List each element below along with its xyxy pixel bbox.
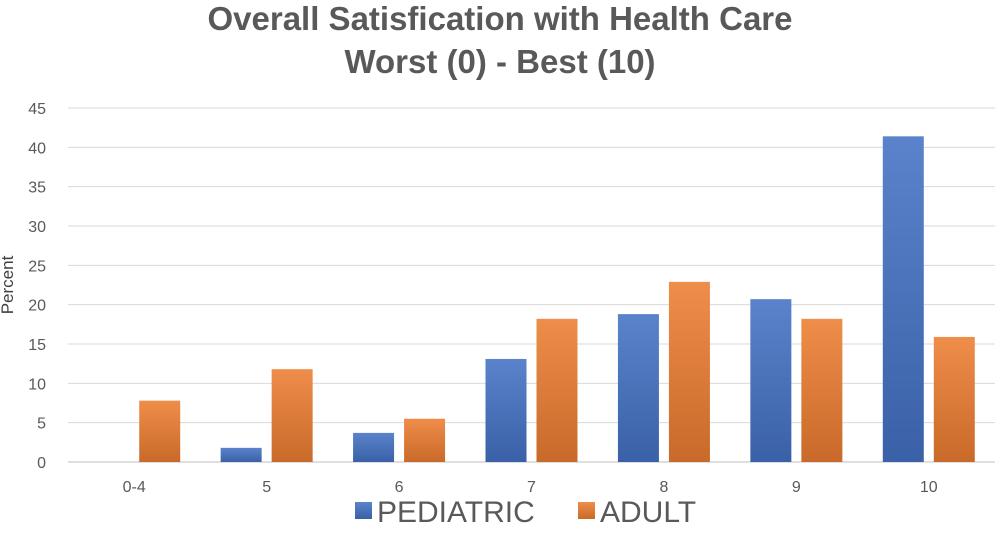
y-axis-label: Percent <box>0 255 17 314</box>
bar-adult-5 <box>271 369 313 462</box>
legend-label-pediatric: PEDIATRIC <box>377 496 535 529</box>
y-tick-label: 10 <box>28 376 46 393</box>
bar-pediatric-10 <box>882 136 924 462</box>
legend: PEDIATRIC ADULT <box>355 496 696 529</box>
y-tick-label: 20 <box>28 298 46 315</box>
legend-swatch-pediatric <box>355 502 372 519</box>
x-tick-label: 8 <box>659 479 668 496</box>
bars <box>139 136 975 462</box>
legend-label-adult: ADULT <box>600 496 696 529</box>
bar-adult-0-4 <box>139 400 181 462</box>
chart-title: Overall Satisfication with Health Care <box>207 0 792 37</box>
bar-pediatric-8 <box>617 314 659 462</box>
x-tick-label: 5 <box>262 479 271 496</box>
y-tick-label: 0 <box>37 455 46 472</box>
y-tick-label: 25 <box>28 258 46 275</box>
y-tick-label: 35 <box>28 180 46 197</box>
gridlines <box>68 107 995 463</box>
bar-adult-8 <box>668 281 710 462</box>
bar-adult-6 <box>404 418 446 462</box>
y-tick-labels: 0 5 10 15 20 25 30 35 40 45 <box>28 101 46 472</box>
legend-swatch-adult <box>578 502 595 519</box>
x-tick-labels: 0-4 5 6 7 8 9 10 <box>123 479 938 496</box>
y-tick-label: 15 <box>28 337 46 354</box>
chart-subtitle: Worst (0) - Best (10) <box>344 43 655 80</box>
x-tick-label: 6 <box>395 479 404 496</box>
x-tick-label: 10 <box>920 479 938 496</box>
y-tick-label: 40 <box>28 140 46 157</box>
x-tick-label: 7 <box>527 479 536 496</box>
bar-adult-10 <box>933 336 975 462</box>
y-tick-label: 45 <box>28 101 46 118</box>
bar-pediatric-7 <box>485 358 527 462</box>
y-tick-label: 5 <box>37 416 46 433</box>
y-tick-label: 30 <box>28 219 46 236</box>
x-tick-label: 0-4 <box>123 479 146 496</box>
bar-adult-9 <box>801 318 843 462</box>
bar-pediatric-9 <box>750 299 792 462</box>
bar-adult-7 <box>536 318 578 462</box>
bar-pediatric-6 <box>353 432 395 462</box>
bar-pediatric-5 <box>220 447 262 462</box>
x-tick-label: 9 <box>792 479 801 496</box>
